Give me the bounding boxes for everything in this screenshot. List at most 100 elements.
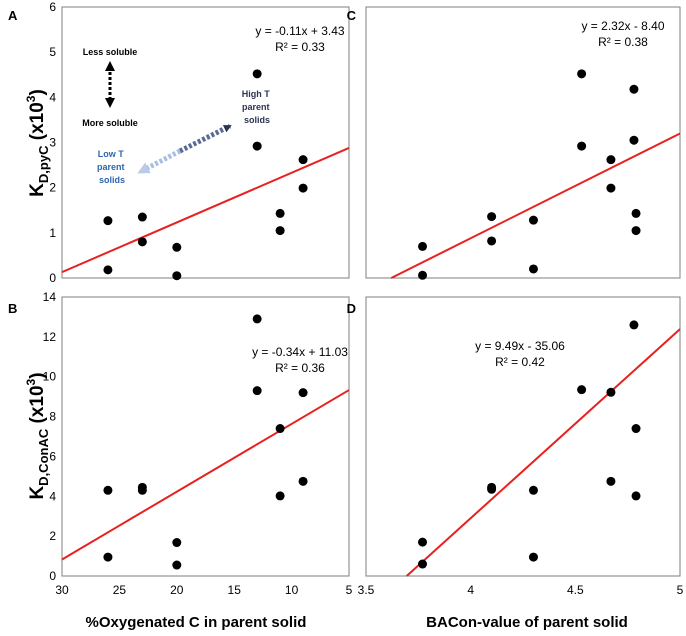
temperature-arrow-low (137, 148, 182, 175)
panel-d-data-point (606, 387, 616, 397)
low-t-label: Low T parent solids (97, 149, 127, 185)
panel-b-x-tick-label: 25 (113, 583, 127, 597)
panel-c-data-point (577, 69, 587, 79)
panel-b-y-tick-label: 14 (43, 290, 57, 304)
panel-b-data-point (298, 388, 308, 398)
panel-a-data-point (172, 271, 182, 281)
panel-b-y-tick-label: 0 (49, 569, 56, 583)
solubility-annotation: Less soluble More soluble (82, 47, 138, 128)
panel-d-data-point (631, 491, 641, 501)
panel-b-y-tick-label: 12 (43, 330, 57, 344)
panel-d-data-point (577, 385, 587, 395)
panel-b-data-point (298, 476, 308, 486)
panel-a-y-tick-label: 5 (49, 45, 56, 59)
y-axis-title-bottom: KD,ConAC (x103) (24, 372, 51, 499)
panel-a-label: A (8, 8, 18, 23)
panel-a-y-tick-label: 0 (49, 271, 56, 285)
panel-c-data-point (606, 155, 616, 165)
panel-a-data-point (137, 212, 147, 222)
panel-a-r-squared: R² = 0.33 (275, 40, 325, 54)
panel-b-y-tick-label: 10 (43, 370, 57, 384)
panel-b-data-point (275, 491, 285, 501)
y-axis-title-top: KD,pyC (x103) (24, 89, 51, 197)
panel-d-fit-line (406, 328, 681, 577)
panel-b-data-point (172, 560, 182, 570)
panel-b-fit-line (61, 389, 350, 561)
panel-a-y-tick-label: 1 (49, 226, 56, 240)
low-t-line-2: parent (97, 162, 125, 172)
panel-b-x-tick-label: 10 (285, 583, 299, 597)
high-t-line-1: High T (242, 89, 270, 99)
panel-c-data-point (487, 236, 497, 246)
panel-d-equation: y = 9.49x - 35.06 (475, 339, 565, 353)
temperature-annotation: High T parent solids Low T parent solids (97, 89, 273, 185)
panel-a-data-point (172, 242, 182, 252)
panel-c-data-point (487, 212, 497, 222)
panel-a-chart: 0 1 2 3 4 5 6 y = -0.11x + 3.43 R² = 0.33 (49, 0, 350, 285)
panel-b-data-point (252, 386, 262, 396)
panel-c-data-point (528, 215, 538, 225)
panel-d-data-point (631, 424, 641, 434)
panel-c-frame (365, 6, 681, 279)
panel-a-y-tick-label: 3 (49, 136, 56, 150)
panel-b-frame (61, 296, 350, 577)
panel-d-x-tick-label: 5 (677, 583, 684, 597)
panel-d-x-tick-label: 4 (467, 583, 474, 597)
panel-d-data-point (606, 476, 616, 486)
panel-b-x-tick-label: 20 (170, 583, 184, 597)
panel-d-x-tick-label: 3.5 (358, 583, 375, 597)
panel-c-data-point (629, 84, 639, 94)
panel-a-data-point (298, 155, 308, 165)
panel-c-data-point (629, 135, 639, 145)
panel-c-data-point (577, 141, 587, 151)
panel-c-data-point (606, 183, 616, 193)
panel-a-data-point (275, 208, 285, 218)
panel-a-equation: y = -0.11x + 3.43 (255, 24, 344, 38)
panel-a-data-point (252, 69, 262, 79)
panel-c-data-point (418, 241, 428, 251)
panel-d-data-point (528, 552, 538, 562)
panel-a-y-tick-label: 2 (49, 181, 56, 195)
panel-a-y-tick-label: 4 (49, 90, 56, 104)
panel-c-chart: y = 2.32x - 8.40 R² = 0.38 (390, 19, 681, 280)
temperature-arrow-high (178, 123, 232, 154)
panel-a-data-point (103, 265, 113, 275)
panel-c-data-point (631, 208, 641, 218)
panel-d-label: D (347, 301, 356, 316)
panel-c-data-point (631, 226, 641, 236)
panel-b-data-point (103, 552, 113, 562)
panel-a-data-point (103, 216, 113, 226)
panel-d-frame (365, 296, 681, 577)
panel-a-data-point (137, 237, 147, 247)
high-t-label: High T parent solids (242, 89, 273, 125)
panel-b-x-tick-label: 30 (55, 583, 69, 597)
panel-a-data-point (252, 141, 262, 151)
panel-b-data-point (275, 424, 285, 434)
panel-c-data-point (528, 264, 538, 274)
high-t-line-2: parent (242, 102, 270, 112)
panel-d-data-point (528, 485, 538, 495)
panel-b-r-squared: R² = 0.36 (275, 361, 325, 375)
more-soluble-label: More soluble (82, 118, 138, 128)
low-t-line-3: solids (99, 175, 125, 185)
panel-d-data-point (418, 537, 428, 547)
high-t-line-3: solids (244, 115, 270, 125)
panel-b-equation: y = -0.34x + 11.03 (252, 345, 348, 359)
panel-a-data-point (275, 226, 285, 236)
panel-d-x-tick-label: 4.5 (567, 583, 584, 597)
panel-a-frame (61, 6, 350, 279)
panel-a-fit-line (61, 147, 350, 274)
low-t-line-1: Low T (98, 149, 124, 159)
panel-b-x-tick-label: 15 (228, 583, 242, 597)
panel-c-label: C (347, 8, 357, 23)
panel-b-data-point (103, 485, 113, 495)
panel-b-chart: 0 2 4 6 8 10 12 14 30 25 20 15 10 5 y = -0.34x + 11.03… (43, 290, 353, 597)
x-axis-title-right: BACon-value of parent solid (426, 614, 628, 631)
panel-d-chart: 3.5 4 4.5 5 y = 9.49x - 35.06 R² = 0.42 (358, 320, 684, 597)
panel-d-data-point (418, 559, 428, 569)
x-axis-title-left: %Oxygenated C in parent solid (86, 614, 307, 631)
panel-b-y-tick-label: 8 (49, 410, 56, 424)
panel-b-data-point (172, 538, 182, 548)
less-soluble-label: Less soluble (83, 47, 138, 57)
panel-b-y-tick-label: 2 (49, 529, 56, 543)
